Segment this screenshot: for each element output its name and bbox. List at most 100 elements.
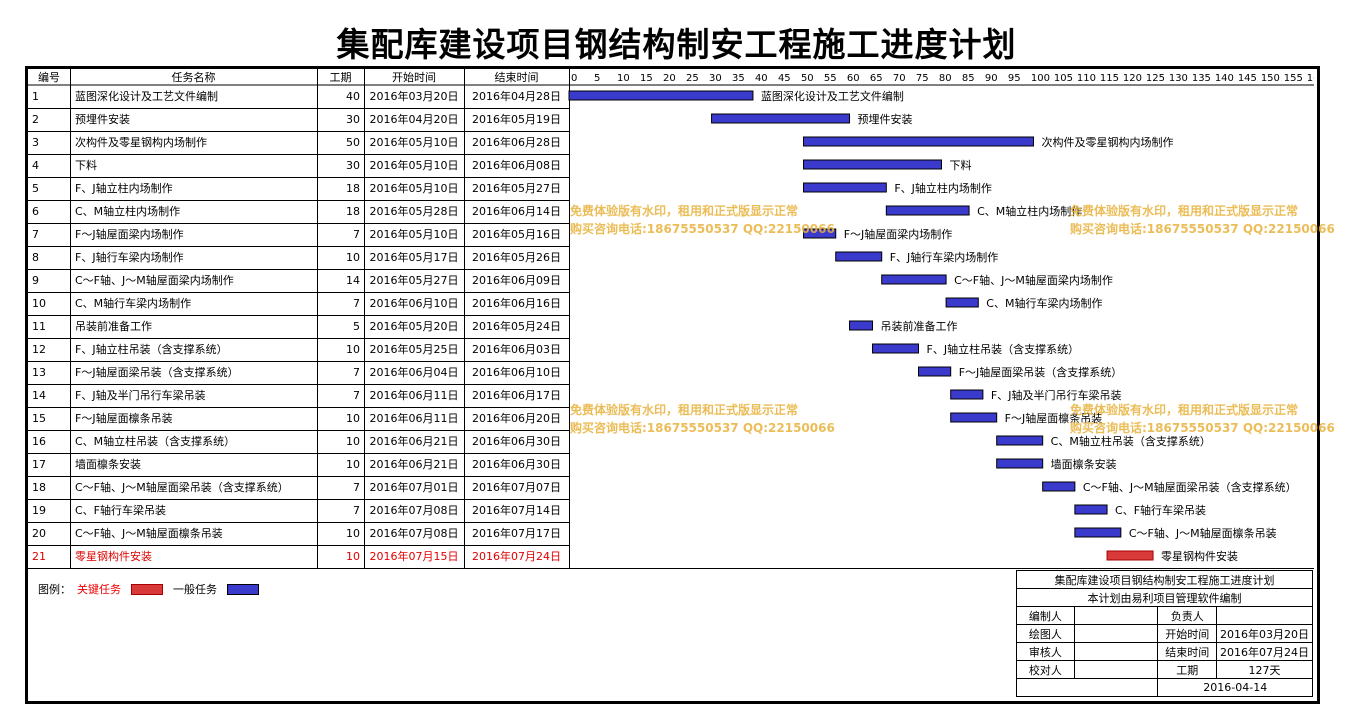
task-duration: 10 (346, 550, 360, 563)
task-name: 吊装前准备工作 (75, 319, 152, 333)
timeline-tick: 40 (755, 73, 768, 84)
task-duration: 5 (353, 320, 360, 333)
task-duration: 7 (353, 389, 360, 402)
gantt-bar (950, 412, 998, 423)
table-row: 8 F、J轴行车梁内场制作 10 2016年05月17日 2016年05月26日 (32, 250, 561, 264)
duration-label: 工期 (1157, 660, 1217, 679)
task-name: F～J轴屋面檩条吊装 (75, 411, 173, 425)
table-row: 7 F～J轴屋面梁内场制作 7 2016年05月10日 2016年05月16日 (32, 227, 561, 241)
watermark-2: 免费体验版有水印，租用和正式版显示正常 购买咨询电话:18675550537 QQ… (1070, 204, 1335, 236)
task-end: 2016年06月30日 (472, 457, 561, 471)
task-id: 19 (32, 504, 46, 517)
task-end: 2016年06月30日 (472, 434, 561, 448)
gantt-bar-label: C～F轴、J～M轴屋面梁吊装（含支撑系统） (1083, 480, 1297, 494)
table-row: 2 预埋件安装 30 2016年04月20日 2016年05月19日 (32, 112, 561, 126)
owner-label: 负责人 (1157, 606, 1217, 625)
task-name: C、M轴行车梁内场制作 (75, 296, 191, 310)
gantt-bar-label: C、F轴行车梁吊装 (1115, 503, 1206, 517)
task-duration: 7 (353, 366, 360, 379)
task-duration: 18 (346, 182, 360, 195)
table-row: 6 C、M轴立柱内场制作 18 2016年05月28日 2016年06月14日 (32, 204, 561, 218)
task-start: 2016年06月10日 (370, 296, 459, 310)
task-name: C、F轴行车梁吊装 (75, 503, 166, 517)
timeline-tick: 145 (1238, 73, 1257, 84)
gantt-bar (1074, 504, 1108, 515)
task-duration: 7 (353, 297, 360, 310)
legend-normal-swatch (227, 583, 259, 595)
start-value: 2016年03月20日 (1216, 624, 1313, 643)
task-id: 12 (32, 343, 46, 356)
timeline-tick: 0 (571, 73, 577, 84)
gantt-bar-label: 零星钢构件安装 (1161, 549, 1238, 563)
gantt-bar (945, 297, 979, 308)
task-end: 2016年07月24日 (472, 549, 561, 563)
task-name: F、J轴立柱吊装（含支撑系统） (75, 342, 228, 356)
task-name: 零星钢构件安装 (75, 549, 152, 563)
gantt-bar-label: C～F轴、J～M轴屋面梁内场制作 (954, 273, 1113, 287)
task-end: 2016年06月03日 (472, 342, 561, 356)
task-id: 10 (32, 297, 46, 310)
task-end: 2016年07月17日 (472, 526, 561, 540)
watermark-3: 免费体验版有水印，租用和正式版显示正常 购买咨询电话:18675550537 QQ… (570, 403, 835, 435)
duration-value: 127天 (1216, 660, 1313, 679)
gantt-bar (568, 90, 754, 101)
timeline-tick: 80 (939, 73, 952, 84)
watermark-4: 免费体验版有水印，租用和正式版显示正常 购买咨询电话:18675550537 QQ… (1070, 403, 1335, 435)
task-end: 2016年06月16日 (472, 296, 561, 310)
info-date: 2016-04-14 (1157, 678, 1313, 697)
task-start: 2016年06月21日 (370, 434, 459, 448)
task-id: 7 (32, 228, 39, 241)
task-start: 2016年06月21日 (370, 457, 459, 471)
task-name: F～J轴屋面梁内场制作 (75, 227, 184, 241)
info-subtitle: 本计划由易利项目管理软件编制 (1016, 588, 1313, 607)
task-start: 2016年07月08日 (370, 526, 459, 540)
task-start: 2016年05月28日 (370, 204, 459, 218)
task-start: 2016年05月10日 (370, 181, 459, 195)
task-start: 2016年04月20日 (370, 112, 459, 126)
task-duration: 10 (346, 435, 360, 448)
timeline-tick: 105 (1054, 73, 1073, 84)
table-row: 1 蓝图深化设计及工艺文件编制 40 2016年03月20日 2016年04月28日 (32, 89, 561, 103)
gantt-bar-label: C、M轴行车梁内场制作 (986, 296, 1102, 310)
task-duration: 10 (346, 412, 360, 425)
table-row: 21 零星钢构件安装 10 2016年07月15日 2016年07月24日 (32, 549, 561, 563)
task-duration: 50 (346, 136, 360, 149)
task-end: 2016年06月28日 (472, 135, 561, 149)
info-title: 集配库建设项目钢结构制安工程施工进度计划 (1016, 570, 1313, 589)
timeline-tick: 90 (985, 73, 998, 84)
legend-normal-label: 一般任务 (173, 583, 217, 596)
task-duration: 10 (346, 251, 360, 264)
task-end: 2016年06月17日 (472, 388, 561, 402)
table-row: 11 吊装前准备工作 5 2016年05月20日 2016年05月24日 (32, 319, 561, 333)
column-header-id: 编号 (38, 70, 60, 84)
timeline-tick: 5 (594, 73, 600, 84)
gantt-bar-label: C～F轴、J～M轴屋面檩条吊装 (1129, 526, 1277, 540)
gantt-bar-label: 墙面檩条安装 (1051, 457, 1117, 471)
table-row: 17 墙面檩条安装 10 2016年06月21日 2016年06月30日 (32, 457, 561, 471)
task-duration: 7 (353, 504, 360, 517)
timeline-tick: 65 (870, 73, 883, 84)
table-row: 5 F、J轴立柱内场制作 18 2016年05月10日 2016年05月27日 (32, 181, 561, 195)
timeline-tick: 120 (1123, 73, 1142, 84)
task-name: 次构件及零星钢构内场制作 (75, 135, 207, 149)
timeline-tick: 125 (1146, 73, 1165, 84)
task-name: F～J轴屋面梁吊装（含支撑系统） (75, 365, 239, 379)
task-start: 2016年05月10日 (370, 135, 459, 149)
gantt-bar (835, 251, 883, 262)
task-id: 9 (32, 274, 39, 287)
task-end: 2016年05月24日 (472, 319, 561, 333)
timeline-tick: 110 (1077, 73, 1096, 84)
task-name: F、J轴立柱内场制作 (75, 181, 173, 195)
checker-label: 校对人 (1016, 660, 1075, 679)
gantt-bar (1106, 550, 1154, 561)
gantt-bar-label: F、J轴及半门吊行车梁吊装 (991, 388, 1122, 402)
task-id: 4 (32, 159, 39, 172)
task-end: 2016年05月16日 (472, 227, 561, 241)
task-id: 13 (32, 366, 46, 379)
gantt-bar (918, 366, 952, 377)
task-duration: 10 (346, 527, 360, 540)
column-header-duration: 工期 (330, 71, 352, 84)
task-duration: 7 (353, 481, 360, 494)
gantt-bar-label: 次构件及零星钢构内场制作 (1041, 135, 1173, 149)
column-header-name: 任务名称 (172, 70, 216, 84)
